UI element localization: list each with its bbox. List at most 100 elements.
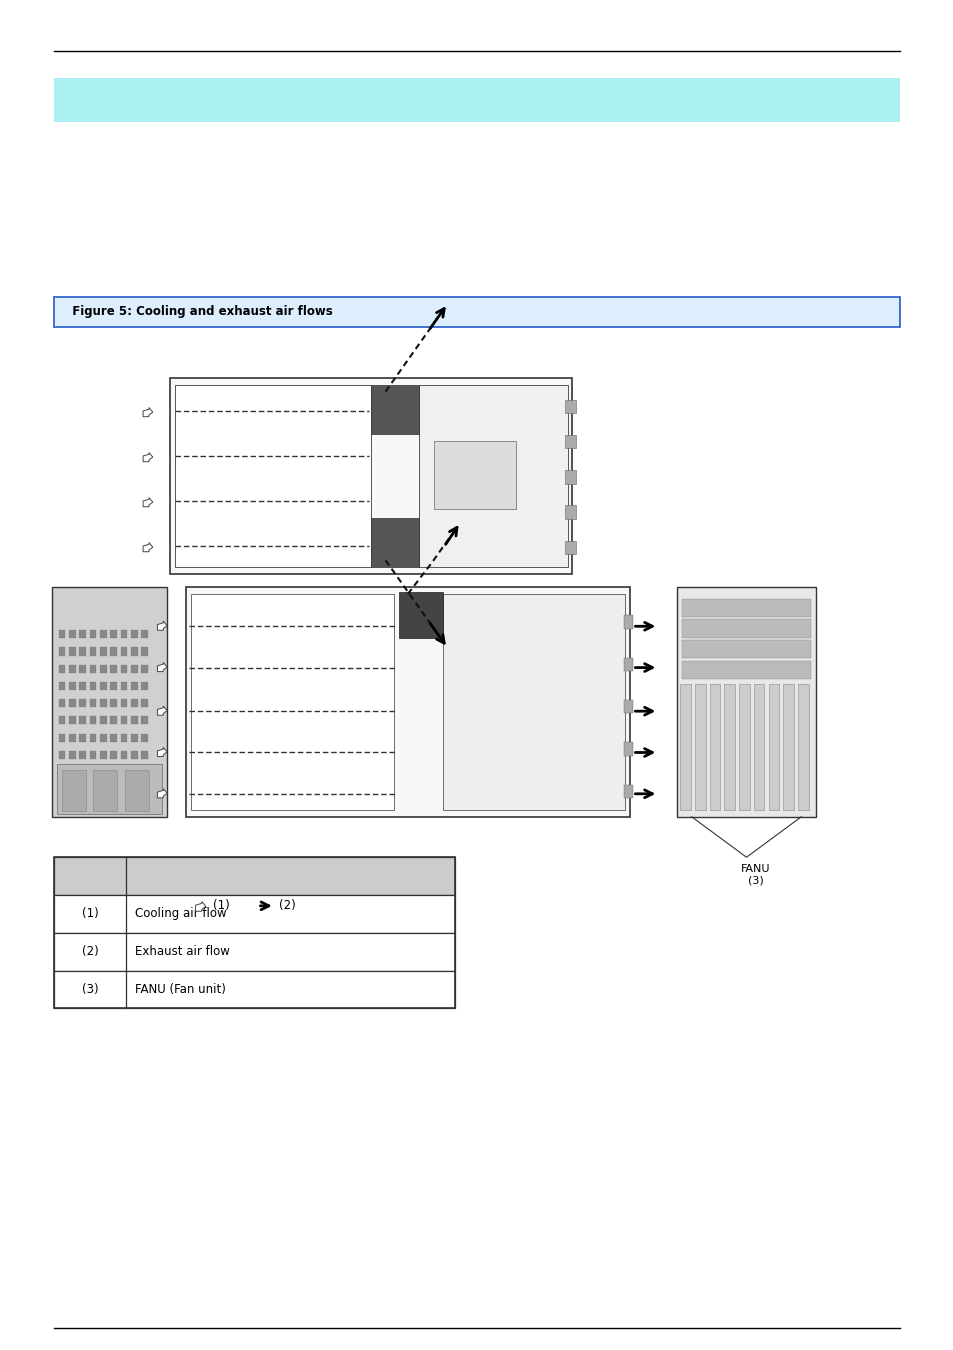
Bar	[79, 768, 86, 776]
Bar	[90, 768, 96, 776]
Bar	[59, 699, 66, 707]
Bar	[69, 682, 75, 690]
Bar	[723, 684, 734, 810]
Bar	[564, 470, 576, 483]
Bar	[141, 768, 148, 776]
Polygon shape	[157, 621, 167, 630]
Bar	[141, 682, 148, 690]
Polygon shape	[157, 706, 167, 716]
Bar	[694, 684, 705, 810]
Bar	[131, 717, 137, 725]
Bar	[54, 933, 455, 971]
Text: (2): (2)	[82, 945, 98, 958]
Bar	[623, 743, 633, 756]
Bar	[59, 717, 66, 725]
Text: (1): (1)	[213, 899, 230, 913]
Bar	[141, 751, 148, 759]
Bar	[54, 857, 455, 1008]
Bar	[54, 971, 455, 1008]
Bar	[120, 682, 127, 690]
Bar	[79, 630, 86, 639]
Bar	[90, 717, 96, 725]
Bar	[623, 616, 633, 629]
Bar	[111, 682, 117, 690]
Bar	[100, 717, 107, 725]
Bar	[59, 786, 66, 794]
Bar	[623, 699, 633, 713]
Bar	[54, 857, 455, 895]
Bar	[54, 895, 455, 933]
Bar	[191, 594, 394, 810]
Polygon shape	[143, 408, 152, 417]
Text: FANU (Fan unit): FANU (Fan unit)	[135, 983, 226, 996]
Bar	[170, 378, 572, 574]
Bar	[564, 541, 576, 555]
Bar	[100, 630, 107, 639]
Bar	[564, 505, 576, 518]
Bar	[443, 594, 624, 810]
Text: Figure 5: Cooling and exhaust air flows: Figure 5: Cooling and exhaust air flows	[64, 305, 333, 319]
Bar	[100, 768, 107, 776]
Bar	[59, 648, 66, 656]
Bar	[398, 591, 443, 637]
Bar	[90, 664, 96, 672]
Bar	[111, 630, 117, 639]
Bar	[69, 768, 75, 776]
Bar	[90, 630, 96, 639]
Bar	[100, 786, 107, 794]
Bar	[371, 385, 419, 433]
Bar	[100, 648, 107, 656]
Text: FANU
(3): FANU (3)	[740, 864, 770, 886]
Bar	[677, 587, 815, 817]
Bar	[681, 640, 810, 659]
Bar	[131, 630, 137, 639]
Bar	[141, 717, 148, 725]
Bar	[69, 699, 75, 707]
Bar	[79, 682, 86, 690]
Bar	[623, 784, 633, 798]
Bar	[120, 733, 127, 741]
Bar	[131, 648, 137, 656]
Bar	[93, 769, 117, 811]
Bar	[54, 78, 899, 121]
Bar	[79, 751, 86, 759]
Text: Exhaust air flow: Exhaust air flow	[135, 945, 230, 958]
Bar	[753, 684, 763, 810]
Bar	[79, 717, 86, 725]
Bar	[90, 733, 96, 741]
Bar	[59, 630, 66, 639]
Bar	[623, 657, 633, 671]
Bar	[120, 664, 127, 672]
Polygon shape	[143, 452, 152, 462]
Polygon shape	[143, 498, 152, 506]
Bar	[768, 684, 779, 810]
Bar	[141, 733, 148, 741]
Bar	[782, 684, 793, 810]
Bar	[54, 297, 899, 327]
Bar	[141, 630, 148, 639]
Bar	[434, 440, 516, 509]
Bar	[57, 764, 162, 814]
Bar	[79, 699, 86, 707]
Bar	[681, 599, 810, 617]
Bar	[131, 733, 137, 741]
Bar	[111, 733, 117, 741]
Bar	[681, 620, 810, 637]
Bar	[131, 664, 137, 672]
Bar	[141, 664, 148, 672]
Bar	[120, 751, 127, 759]
Bar	[564, 435, 576, 448]
Bar	[120, 648, 127, 656]
Bar	[59, 751, 66, 759]
Bar	[59, 682, 66, 690]
Bar	[90, 682, 96, 690]
Bar	[59, 733, 66, 741]
Bar	[131, 751, 137, 759]
Bar	[371, 518, 419, 567]
Polygon shape	[157, 788, 167, 798]
Bar	[69, 648, 75, 656]
Bar	[79, 733, 86, 741]
Bar	[111, 786, 117, 794]
Text: Cooling air flow: Cooling air flow	[135, 907, 227, 921]
Bar	[419, 385, 567, 567]
